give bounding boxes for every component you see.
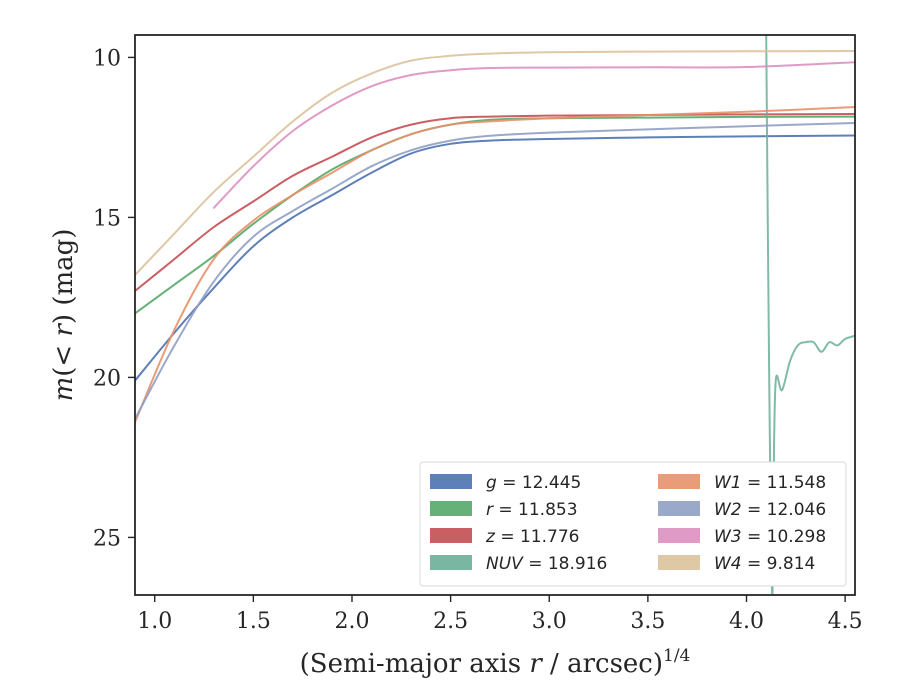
legend-item-nuv: NUV = 18.916 xyxy=(430,554,607,574)
y-tick-label: 20 xyxy=(93,366,121,391)
series-line-w2 xyxy=(135,122,855,420)
y-axis-label: m(< r) (mag) xyxy=(49,229,79,402)
legend-item-z: z = 11.776 xyxy=(430,527,579,547)
legend-item-w2: W2 = 12.046 xyxy=(658,500,826,520)
x-tick-label: 1.5 xyxy=(236,609,271,634)
legend-label: W3 = 10.298 xyxy=(714,527,826,547)
legend-label: W2 = 12.046 xyxy=(714,500,826,520)
y-tick-label: 25 xyxy=(93,526,121,551)
series-line-g xyxy=(135,134,855,382)
legend-swatch xyxy=(430,501,472,516)
legend-swatch xyxy=(658,474,700,489)
legend-label: W1 = 11.548 xyxy=(714,473,826,493)
legend-swatch xyxy=(430,528,472,543)
x-tick-label: 2.0 xyxy=(334,609,369,634)
legend-item-w1: W1 = 11.548 xyxy=(658,473,826,493)
legend-label: r = 11.853 xyxy=(486,500,578,520)
x-tick-label: 3.0 xyxy=(532,609,567,634)
x-tick-label: 4.0 xyxy=(729,609,764,634)
series-line-w1 xyxy=(135,106,855,424)
legend: g = 12.445 r = 11.853 z = 11.776 NUV = 18.9… xyxy=(419,461,847,587)
series-line-w3 xyxy=(212,61,855,209)
series-line-r xyxy=(135,115,855,315)
legend-frame xyxy=(419,461,847,587)
legend-swatch xyxy=(658,528,700,543)
legend-swatch xyxy=(658,501,700,516)
y-tick-label: 15 xyxy=(93,206,121,231)
legend-label: g = 12.445 xyxy=(486,473,581,493)
x-tick-label: 1.0 xyxy=(137,609,172,634)
y-tick-label: 10 xyxy=(93,46,121,71)
series-line-w4 xyxy=(135,50,855,276)
axes-frame xyxy=(134,34,856,596)
legend-label: W4 = 9.814 xyxy=(714,554,815,574)
legend-item-w3: W3 = 10.298 xyxy=(658,527,826,547)
y-axis: 10 15 20 25 xyxy=(93,46,135,551)
legend-item-g: g = 12.445 xyxy=(430,473,581,493)
x-tick-label: 3.5 xyxy=(630,609,665,634)
x-axis-label: (Semi-major axis r / arcsec)1/4 xyxy=(300,646,691,679)
legend-swatch xyxy=(430,474,472,489)
x-axis: 1.0 1.5 2.0 2.5 3.0 3.5 4.0 4.5 xyxy=(137,595,863,634)
legend-swatch xyxy=(658,555,700,570)
legend-item-w4: W4 = 9.814 xyxy=(658,554,815,574)
x-tick-label: 2.5 xyxy=(433,609,468,634)
legend-label: z = 11.776 xyxy=(485,527,579,547)
x-tick-label: 4.5 xyxy=(828,609,863,634)
legend-item-r: r = 11.853 xyxy=(430,500,578,520)
legend-label: NUV = 18.916 xyxy=(486,554,607,574)
legend-swatch xyxy=(430,555,472,570)
